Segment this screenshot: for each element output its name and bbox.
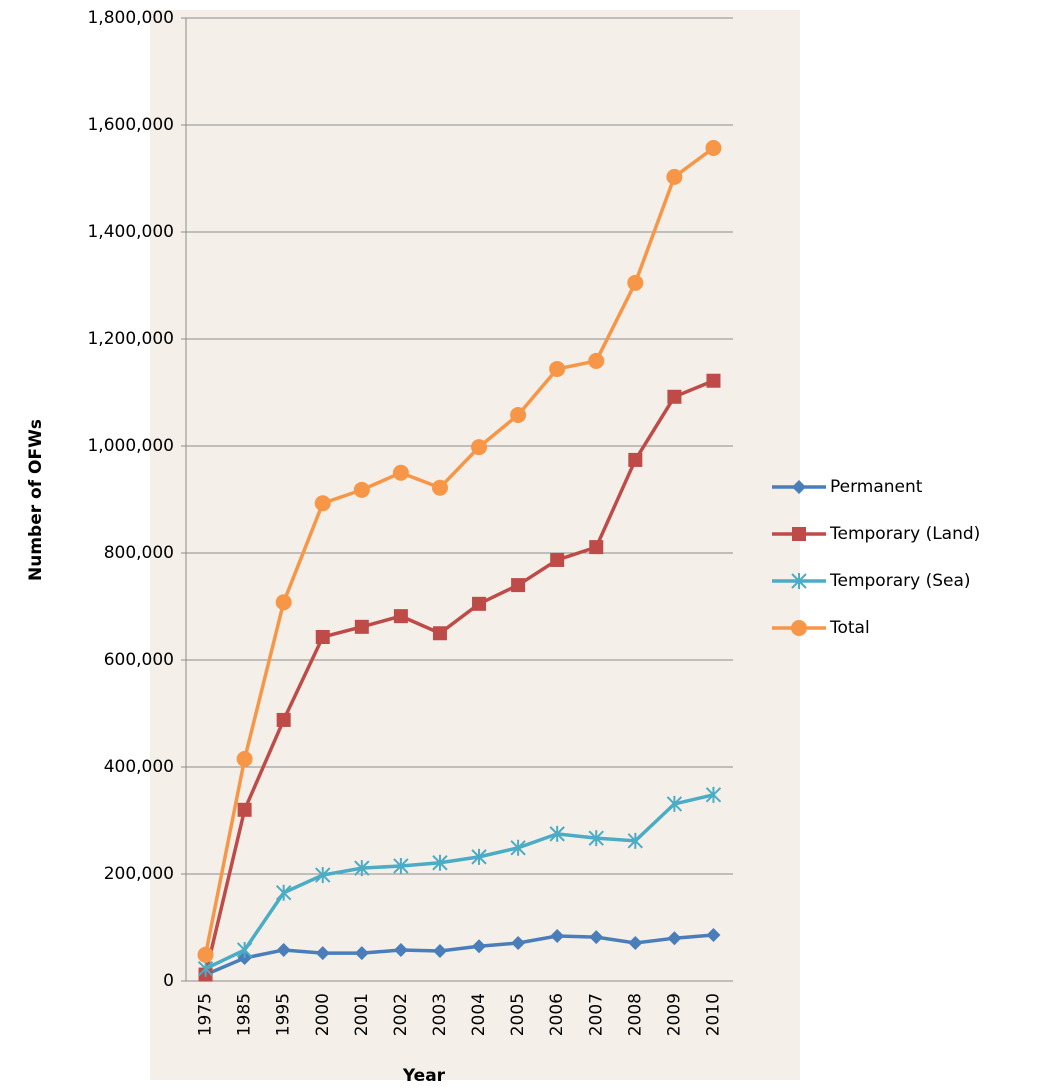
y-tick-label: 0 [163, 971, 174, 991]
y-tick-label: 1,600,000 [87, 115, 174, 135]
x-tick-label: 2007 [586, 993, 606, 1036]
y-tick-label: 1,400,000 [87, 222, 174, 242]
marker [198, 947, 214, 963]
x-tick-label: 1985 [235, 993, 255, 1036]
chart: Year Number of OFWs 0 200,000 400,000 600,0… [0, 0, 1039, 1088]
x-tick-label: 2003 [430, 993, 450, 1036]
marker [316, 630, 330, 644]
marker [354, 482, 370, 498]
x-tick-label: 1975 [196, 993, 216, 1036]
marker [471, 439, 487, 455]
marker [550, 553, 564, 567]
y-tick-label: 1,000,000 [87, 436, 174, 456]
marker [238, 803, 252, 817]
x-tick-label: 1995 [274, 993, 294, 1036]
marker [315, 495, 331, 511]
marker [549, 361, 565, 377]
marker [355, 620, 369, 634]
legend-label: Temporary (Sea) [829, 571, 971, 591]
x-tick-label: 2002 [391, 993, 411, 1036]
legend-label: Temporary (Land) [829, 524, 980, 544]
legend-label: Total [829, 618, 870, 638]
y-tick-label: 200,000 [104, 864, 174, 884]
x-tick-label: 2004 [469, 993, 489, 1036]
marker [706, 374, 720, 388]
marker [511, 578, 525, 592]
x-tick-label: 2010 [703, 993, 723, 1036]
marker [276, 594, 292, 610]
x-tick-label: 2001 [352, 993, 372, 1036]
y-tick-label: 600,000 [104, 650, 174, 670]
marker [510, 407, 526, 423]
marker [433, 626, 447, 640]
marker [394, 609, 408, 623]
marker [628, 453, 642, 467]
x-tick-label: 2008 [625, 993, 645, 1036]
marker [705, 140, 721, 156]
marker [432, 480, 448, 496]
legend-marker [792, 527, 806, 541]
legend-marker [791, 620, 807, 636]
x-tick-label: 2000 [313, 993, 333, 1036]
legend-label: Permanent [830, 477, 923, 497]
y-tick-label: 1,800,000 [87, 8, 174, 28]
x-tick-label: 2009 [664, 993, 684, 1036]
marker [667, 390, 681, 404]
marker [666, 169, 682, 185]
plot-background [150, 10, 800, 1080]
marker [472, 597, 486, 611]
marker [589, 540, 603, 554]
marker [393, 465, 409, 481]
marker [627, 275, 643, 291]
x-axis-title: Year [402, 1066, 446, 1086]
x-tick-label: 2006 [547, 993, 567, 1036]
x-tick-label: 2005 [508, 993, 528, 1036]
marker [237, 751, 253, 767]
marker [277, 713, 291, 727]
y-tick-label: 400,000 [104, 757, 174, 777]
y-axis-title: Number of OFWs [26, 419, 46, 581]
marker [588, 353, 604, 369]
y-tick-label: 1,200,000 [87, 329, 174, 349]
y-tick-label: 800,000 [104, 543, 174, 563]
